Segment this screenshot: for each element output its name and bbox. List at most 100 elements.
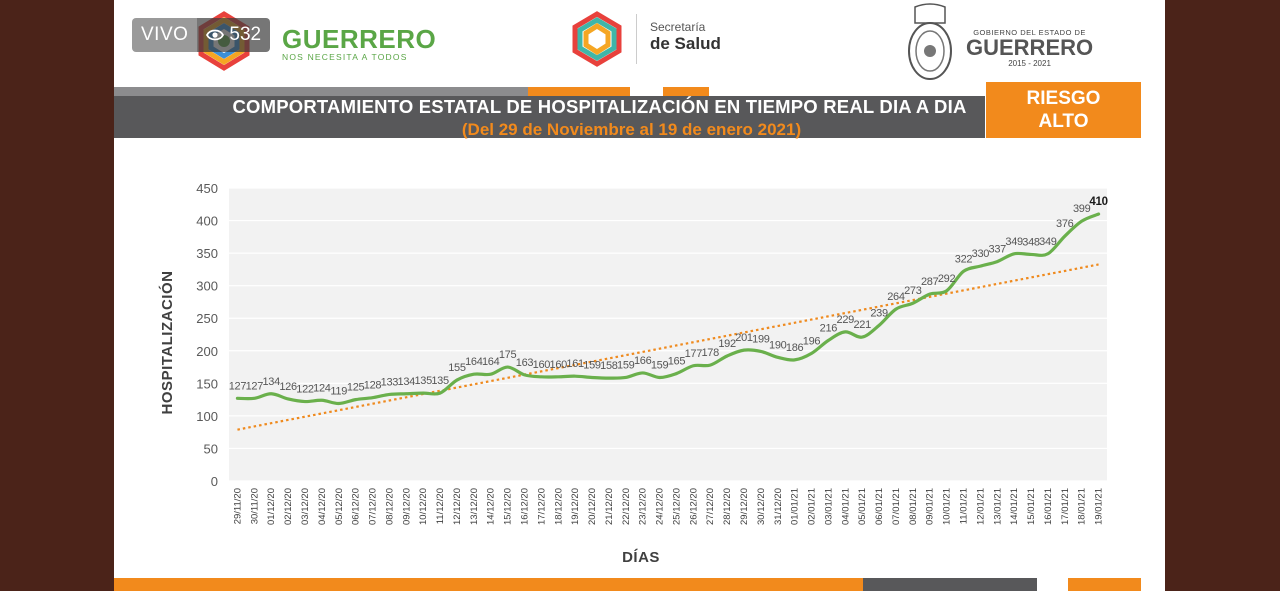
x-tick-label: 12/01/21 bbox=[975, 488, 986, 525]
x-tick-label: 04/12/20 bbox=[317, 488, 328, 525]
x-tick-label: 17/01/21 bbox=[1060, 488, 1071, 525]
x-tick-label: 16/01/21 bbox=[1043, 488, 1054, 525]
x-tick-label: 05/12/20 bbox=[334, 488, 345, 525]
x-tick-label: 02/12/20 bbox=[283, 488, 294, 525]
x-tick-label: 19/01/21 bbox=[1094, 488, 1105, 525]
secretaria-line1: Secretaría bbox=[650, 20, 706, 34]
x-tick-label: 21/12/20 bbox=[604, 488, 615, 525]
x-tick-label: 08/12/20 bbox=[384, 488, 395, 525]
data-label: 192 bbox=[718, 338, 736, 350]
live-badge: VIVO bbox=[132, 18, 198, 52]
x-tick-label: 06/12/20 bbox=[351, 488, 362, 525]
gobierno-line2: GUERRERO bbox=[966, 35, 1094, 60]
gobierno-text: GOBIERNO DEL ESTADO DE GUERRERO 2015 - 2… bbox=[966, 28, 1093, 68]
chart-subtitle: (Del 29 de Noviembre al 19 de enero 2021… bbox=[461, 120, 802, 139]
y-tick-label: 450 bbox=[196, 181, 218, 196]
secretaria-line2: de Salud bbox=[650, 34, 721, 53]
data-label: 163 bbox=[516, 357, 534, 369]
data-label: 186 bbox=[786, 342, 804, 354]
eye-icon bbox=[206, 29, 225, 41]
risk-badge: RIESGO ALTO bbox=[986, 82, 1141, 138]
stripe-gray bbox=[114, 87, 528, 96]
x-tick-label: 12/12/20 bbox=[452, 488, 463, 525]
data-label: 134 bbox=[262, 376, 280, 388]
x-tick-label: 16/12/20 bbox=[519, 488, 530, 525]
data-label: 165 bbox=[668, 356, 686, 368]
y-tick-label: 0 bbox=[211, 474, 218, 489]
data-label: 376 bbox=[1056, 218, 1074, 230]
bottom-stripe-orange-right bbox=[1068, 578, 1141, 591]
x-tick-label: 17/12/20 bbox=[536, 488, 547, 525]
secretaria-text: Secretaría de Salud bbox=[650, 20, 721, 54]
x-tick-label: 14/01/21 bbox=[1009, 488, 1020, 525]
y-tick-label: 400 bbox=[196, 214, 218, 229]
x-tick-label: 15/12/20 bbox=[503, 488, 514, 525]
data-label: 178 bbox=[701, 347, 719, 359]
data-label: 273 bbox=[904, 285, 922, 297]
data-label: 190 bbox=[769, 339, 787, 351]
y-tick-label: 350 bbox=[196, 246, 218, 261]
x-tick-label: 30/12/20 bbox=[756, 488, 767, 525]
plot-area bbox=[229, 188, 1107, 481]
x-tick-label: 28/12/20 bbox=[722, 488, 733, 525]
x-tick-label: 13/01/21 bbox=[992, 488, 1003, 525]
data-label: 399 bbox=[1073, 203, 1091, 215]
data-label: 177 bbox=[685, 348, 703, 360]
x-tick-label: 25/12/20 bbox=[671, 488, 682, 525]
x-tick-label: 27/12/20 bbox=[705, 488, 716, 525]
x-tick-label: 09/01/21 bbox=[925, 488, 936, 525]
data-label: 239 bbox=[870, 307, 888, 319]
brand: GUERRERO NOS NECESITA A TODOS bbox=[282, 26, 436, 62]
data-label: 292 bbox=[938, 273, 956, 285]
data-label: 161 bbox=[566, 358, 584, 370]
data-label: 166 bbox=[634, 355, 652, 367]
x-tick-label: 02/01/21 bbox=[807, 488, 818, 525]
data-label: 175 bbox=[499, 349, 517, 361]
x-tick-label: 01/01/21 bbox=[790, 488, 801, 525]
y-tick-label: 150 bbox=[196, 376, 218, 391]
y-axis-label: HOSPITALIZACIÓN bbox=[158, 271, 176, 415]
title-bar bbox=[114, 96, 985, 138]
y-tick-label: 100 bbox=[196, 409, 218, 424]
stripe-orange bbox=[528, 87, 630, 96]
bottom-stripe-orange bbox=[114, 578, 863, 591]
x-tick-label: 08/01/21 bbox=[908, 488, 919, 525]
x-tick-label: 22/12/20 bbox=[621, 488, 632, 525]
data-label: 119 bbox=[330, 386, 347, 398]
data-label: 349 bbox=[1005, 236, 1023, 248]
data-label: 158 bbox=[600, 360, 618, 372]
data-label: 127 bbox=[229, 380, 247, 392]
x-tick-label: 07/01/21 bbox=[891, 488, 902, 525]
x-tick-label: 13/12/20 bbox=[469, 488, 480, 525]
right-frame bbox=[1165, 0, 1280, 591]
x-tick-label: 09/12/20 bbox=[401, 488, 412, 525]
bottom-stripe-gray bbox=[863, 578, 1037, 591]
y-tick-label: 300 bbox=[196, 279, 218, 294]
x-tick-label: 31/12/20 bbox=[773, 488, 784, 525]
data-label: 133 bbox=[381, 376, 399, 388]
x-tick-label: 10/01/21 bbox=[942, 488, 953, 525]
x-tick-label: 24/12/20 bbox=[655, 488, 666, 525]
data-label: 124 bbox=[313, 382, 331, 394]
risk-line2: ALTO bbox=[1038, 111, 1089, 132]
x-tick-label: 15/01/21 bbox=[1026, 488, 1037, 525]
x-tick-label: 05/01/21 bbox=[857, 488, 868, 525]
data-label: 160 bbox=[533, 359, 551, 371]
x-tick-label: 26/12/20 bbox=[688, 488, 699, 525]
data-label: 128 bbox=[364, 380, 382, 392]
chart-title: COMPORTAMIENTO ESTATAL DE HOSPITALIZACIÓ… bbox=[232, 96, 967, 117]
data-label: 164 bbox=[465, 356, 483, 368]
left-frame bbox=[0, 0, 114, 591]
data-label: 348 bbox=[1022, 236, 1040, 248]
data-label: 122 bbox=[296, 384, 314, 396]
data-label: 229 bbox=[837, 314, 855, 326]
data-label: 164 bbox=[482, 356, 500, 368]
data-label: 155 bbox=[448, 362, 466, 374]
header-separator bbox=[636, 14, 637, 64]
x-tick-label: 03/01/21 bbox=[823, 488, 834, 525]
x-tick-label: 07/12/20 bbox=[368, 488, 379, 525]
data-label: 159 bbox=[583, 359, 601, 371]
data-label: 126 bbox=[279, 381, 297, 393]
data-label: 322 bbox=[955, 253, 973, 265]
data-label: 135 bbox=[414, 375, 432, 387]
